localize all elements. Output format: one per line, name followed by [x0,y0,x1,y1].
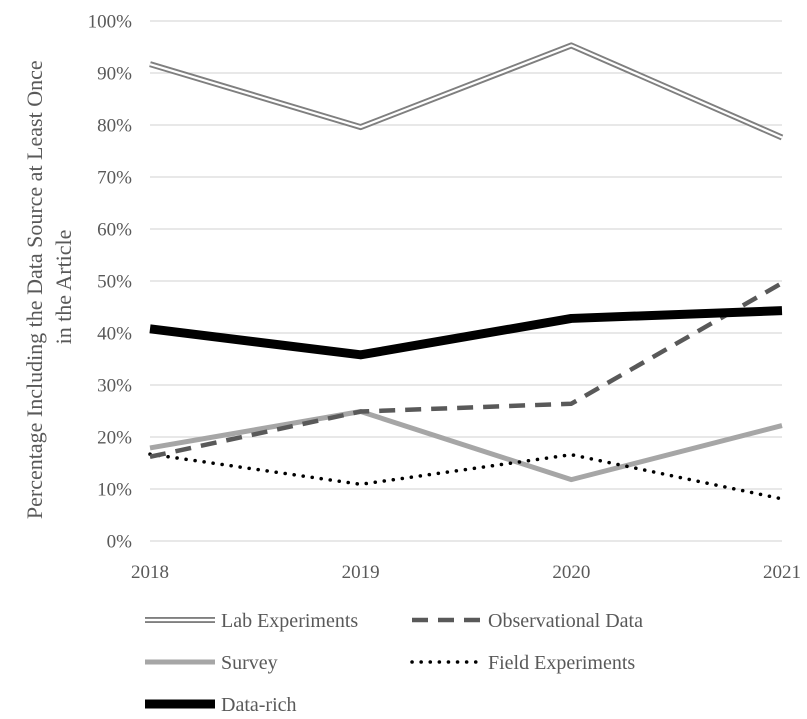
y-tick-label: 60% [97,220,132,241]
y-tick-label: 30% [97,376,132,397]
legend-item-field-experiments: Field Experiments [410,652,635,674]
y-tick-label: 80% [97,116,132,137]
legend: Lab Experiments Observational Data Survey F… [145,610,643,716]
series-survey [149,409,783,483]
x-tick-label: 2020 [552,562,590,583]
legend-label-survey: Survey [221,652,278,674]
y-axis-title-line-2: in the Article [51,230,76,345]
y-axis-tick-labels: 0% 10% 20% 30% 40% 50% 60% 70% 80% 90% 100% [88,12,133,553]
y-tick-label: 70% [97,168,132,189]
legend-item-observational-data: Observational Data [412,610,643,632]
y-tick-label: 0% [107,532,133,553]
legend-item-survey: Survey [145,652,278,674]
series-data-rich [149,306,783,360]
series-line-survey [149,409,783,483]
y-tick-label: 20% [97,428,132,449]
x-tick-label: 2019 [342,562,380,583]
series-line-field-experiments [148,452,784,501]
y-tick-label: 90% [97,64,132,85]
series-line-lab-experiments-inner [149,44,783,139]
legend-label-observational-data: Observational Data [488,610,643,632]
legend-label-lab-experiments: Lab Experiments [221,610,358,632]
series-line-data-rich [149,306,783,360]
series-lines [148,42,784,501]
series-line-observational-data [149,281,784,459]
y-axis-title-line-1: Percentage Including the Data Source at … [22,60,47,519]
x-tick-label: 2021 [763,562,801,583]
y-tick-label: 50% [97,272,132,293]
x-tick-label: 2018 [131,562,169,583]
legend-item-data-rich: Data-rich [145,694,297,716]
y-tick-label: 10% [97,480,132,501]
legend-label-data-rich: Data-rich [221,694,297,716]
series-lab-experiments [149,42,784,141]
y-tick-label: 40% [97,324,132,345]
legend-item-lab-experiments: Lab Experiments [145,610,358,632]
y-axis-title: Percentage Including the Data Source at … [22,55,76,519]
series-observational-data [149,281,784,459]
legend-label-field-experiments: Field Experiments [488,652,635,674]
x-axis-tick-labels: 2018 2019 2020 2021 [131,562,801,583]
y-tick-label: 100% [88,12,133,33]
series-field-experiments [148,452,784,501]
